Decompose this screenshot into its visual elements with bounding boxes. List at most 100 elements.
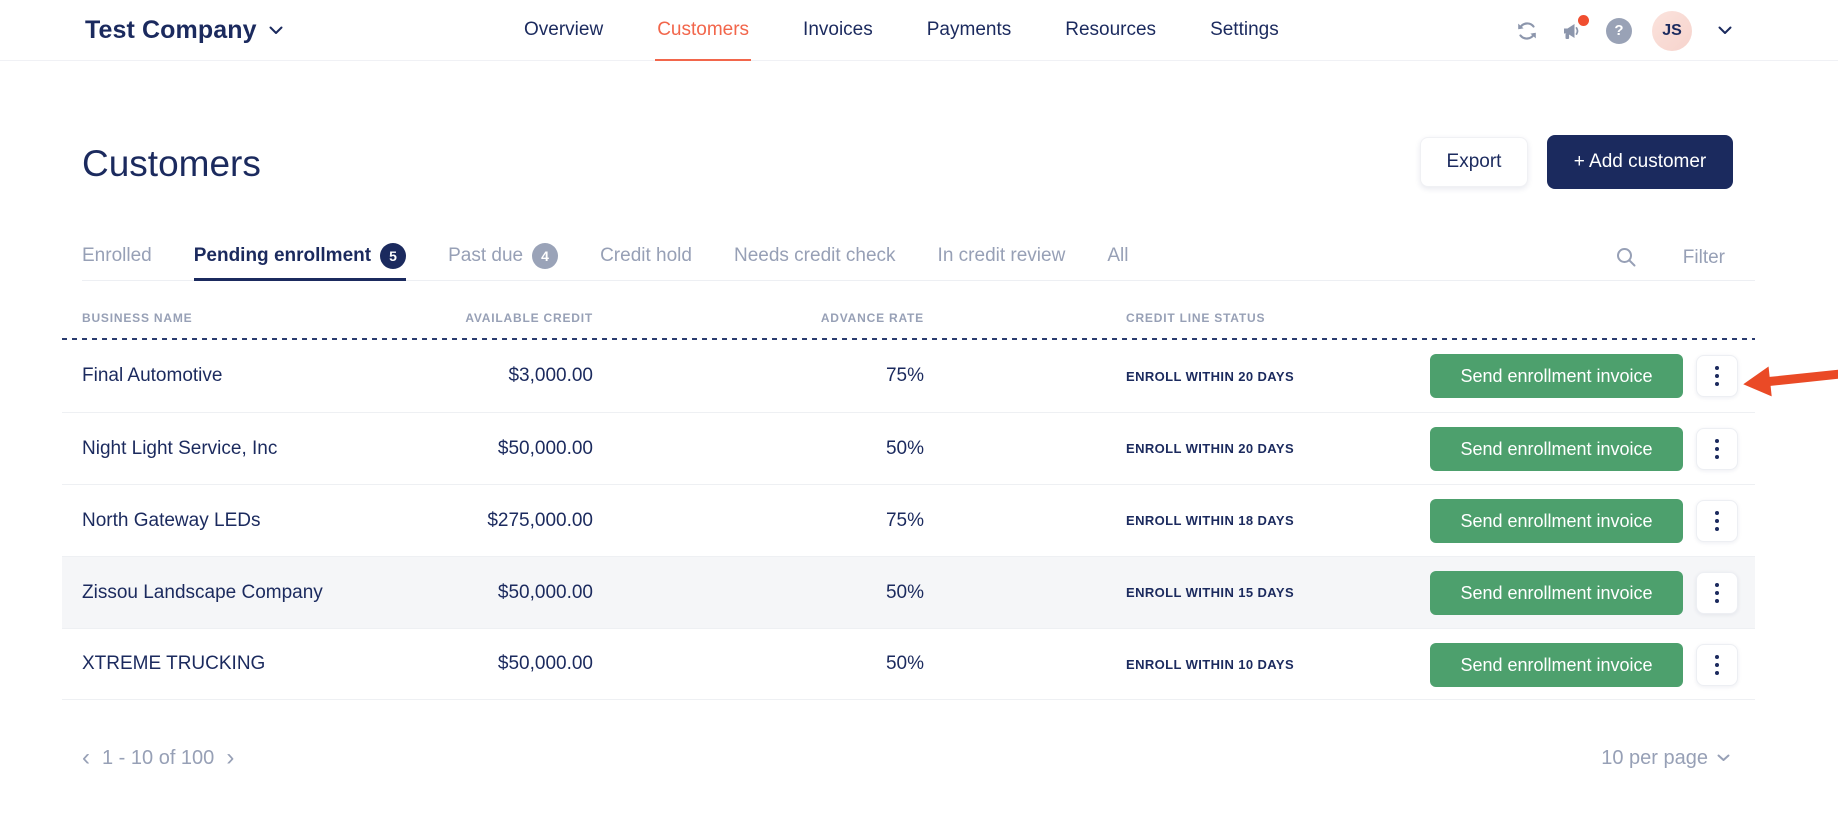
kebab-dot bbox=[1715, 382, 1719, 386]
advance-rate-cell: 75% bbox=[885, 509, 924, 531]
pagination-range-label: 1 - 10 of 100 bbox=[102, 746, 215, 769]
advance-rate-cell: 75% bbox=[885, 365, 924, 386]
column-header-available-credit: AVAILABLE CREDIT bbox=[465, 311, 593, 325]
kebab-dot bbox=[1715, 663, 1719, 667]
table-row: Final Automotive $3,000.00 75% ENROLL WI… bbox=[62, 340, 1838, 412]
tab-label: Credit hold bbox=[600, 244, 692, 266]
kebab-dot bbox=[1715, 655, 1719, 659]
chevron-down-icon bbox=[1717, 754, 1730, 762]
available-credit-cell: $50,000.00 bbox=[497, 437, 593, 459]
tab-credit-hold[interactable]: Credit hold bbox=[600, 233, 692, 281]
credit-line-status-cell: ENROLL WITHIN 20 DAYS bbox=[1126, 441, 1295, 456]
customer-status-tabs: Enrolled Pending enrollment 5 Past due 4… bbox=[82, 233, 1755, 281]
send-enrollment-invoice-button[interactable]: Send enrollment invoice bbox=[1430, 427, 1683, 471]
per-page-dropdown[interactable]: 10 per page bbox=[1601, 747, 1730, 770]
add-customer-button[interactable]: + Add customer bbox=[1547, 135, 1733, 189]
page-title: Customers bbox=[82, 143, 261, 184]
tab-in-credit-review[interactable]: In credit review bbox=[938, 233, 1066, 281]
prev-page-button[interactable]: ‹ bbox=[82, 744, 90, 771]
business-name-cell: Night Light Service, Inc bbox=[82, 437, 278, 459]
chevron-down-icon bbox=[269, 26, 283, 35]
pending-count-badge: 5 bbox=[380, 242, 407, 269]
top-navigation-bar: Test Company Overview Customers Invoices… bbox=[0, 0, 1838, 61]
annotation-arrow-icon bbox=[1743, 363, 1838, 397]
kebab-dot bbox=[1715, 527, 1719, 531]
table-tools: Filter bbox=[1613, 233, 1725, 281]
nav-item-settings[interactable]: Settings bbox=[1210, 18, 1279, 40]
account-chevron-down-icon[interactable] bbox=[1712, 18, 1738, 44]
topbar-utility-icons: ? JS bbox=[1514, 0, 1738, 61]
advance-rate-cell: 50% bbox=[885, 437, 924, 459]
tab-label: Past due bbox=[448, 244, 524, 266]
kebab-dot bbox=[1715, 599, 1719, 603]
advance-rate-cell: 50% bbox=[885, 581, 924, 603]
row-actions-kebab-button[interactable] bbox=[1696, 428, 1738, 470]
kebab-dot bbox=[1715, 671, 1719, 675]
credit-line-status-cell: ENROLL WITHIN 10 DAYS bbox=[1126, 656, 1295, 672]
kebab-dot bbox=[1715, 519, 1719, 523]
pagination-bar: ‹ 1 - 10 of 100 › 10 per page bbox=[62, 740, 1755, 776]
business-name-cell: Final Automotive bbox=[82, 365, 223, 386]
kebab-dot bbox=[1715, 447, 1719, 451]
table-row: North Gateway LEDs $275,000.00 75% ENROL… bbox=[62, 484, 1755, 556]
tab-enrolled[interactable]: Enrolled bbox=[82, 233, 152, 281]
table-header-row: BUSINESS NAME AVAILABLE CREDIT ADVANCE R… bbox=[62, 298, 1755, 338]
dashed-divider bbox=[62, 338, 1755, 340]
per-page-label: 10 per page bbox=[1601, 746, 1708, 769]
help-icon[interactable]: ? bbox=[1606, 17, 1632, 44]
send-enrollment-invoice-button[interactable]: Send enrollment invoice bbox=[1430, 499, 1683, 543]
company-selector[interactable]: Test Company bbox=[85, 0, 283, 61]
credit-line-status-cell: ENROLL WITHIN 18 DAYS bbox=[1126, 513, 1295, 528]
kebab-dot bbox=[1715, 374, 1719, 378]
next-page-button[interactable]: › bbox=[226, 744, 235, 771]
tab-past-due[interactable]: Past due 4 bbox=[448, 233, 559, 281]
avatar[interactable]: JS bbox=[1652, 10, 1692, 51]
nav-item-payments[interactable]: Payments bbox=[926, 18, 1012, 40]
pagination-range: ‹ 1 - 10 of 100 › bbox=[82, 746, 234, 770]
search-icon[interactable] bbox=[1613, 244, 1639, 270]
kebab-dot bbox=[1715, 591, 1719, 595]
kebab-dot bbox=[1715, 511, 1719, 515]
send-enrollment-invoice-button[interactable]: Send enrollment invoice bbox=[1430, 354, 1683, 398]
send-enrollment-invoice-button[interactable]: Send enrollment invoice bbox=[1430, 643, 1683, 687]
kebab-dot bbox=[1715, 583, 1719, 587]
tab-label: Enrolled bbox=[82, 244, 152, 266]
table-row: Zissou Landscape Company $50,000.00 50% … bbox=[62, 556, 1755, 628]
credit-line-status-cell: ENROLL WITHIN 20 DAYS bbox=[1126, 368, 1295, 384]
row-actions-kebab-button[interactable] bbox=[1696, 644, 1738, 686]
company-name: Test Company bbox=[85, 16, 257, 44]
available-credit-cell: $275,000.00 bbox=[487, 509, 593, 531]
notification-dot bbox=[1578, 14, 1589, 26]
tab-pending-enrollment[interactable]: Pending enrollment 5 bbox=[193, 233, 407, 281]
kebab-dot bbox=[1715, 455, 1719, 459]
tab-label: All bbox=[1107, 244, 1129, 266]
tab-label: In credit review bbox=[937, 244, 1066, 266]
column-header-business-name: BUSINESS NAME bbox=[82, 311, 193, 325]
kebab-dot bbox=[1715, 366, 1719, 370]
row-actions-kebab-button[interactable] bbox=[1696, 572, 1738, 614]
tab-all[interactable]: All bbox=[1107, 233, 1128, 281]
row-actions-kebab-button[interactable] bbox=[1696, 355, 1738, 397]
row-actions-kebab-button[interactable] bbox=[1696, 500, 1738, 542]
nav-item-invoices[interactable]: Invoices bbox=[803, 18, 873, 40]
available-credit-cell: $50,000.00 bbox=[497, 653, 593, 674]
tab-needs-credit-check[interactable]: Needs credit check bbox=[734, 233, 896, 281]
business-name-cell: North Gateway LEDs bbox=[82, 509, 261, 531]
table-row: XTREME TRUCKING $50,000.00 50% ENROLL WI… bbox=[62, 628, 1755, 700]
nav-item-overview[interactable]: Overview bbox=[524, 18, 604, 40]
sync-icon[interactable] bbox=[1514, 18, 1540, 44]
announcements-megaphone-icon[interactable] bbox=[1560, 14, 1589, 44]
tab-label: Needs credit check bbox=[733, 244, 896, 266]
filter-button[interactable]: Filter bbox=[1683, 234, 1725, 282]
export-button[interactable]: Export bbox=[1420, 137, 1528, 187]
nav-item-customers[interactable]: Customers bbox=[655, 0, 752, 61]
kebab-dot bbox=[1715, 439, 1719, 443]
send-enrollment-invoice-button[interactable]: Send enrollment invoice bbox=[1430, 571, 1683, 615]
past-due-count-badge: 4 bbox=[532, 242, 559, 269]
available-credit-cell: $50,000.00 bbox=[497, 581, 593, 603]
primary-nav: Overview Customers Invoices Payments Res… bbox=[522, 0, 1281, 61]
nav-item-resources[interactable]: Resources bbox=[1065, 18, 1157, 40]
column-header-credit-line-status: CREDIT LINE STATUS bbox=[1126, 311, 1266, 325]
business-name-cell: XTREME TRUCKING bbox=[82, 653, 266, 674]
